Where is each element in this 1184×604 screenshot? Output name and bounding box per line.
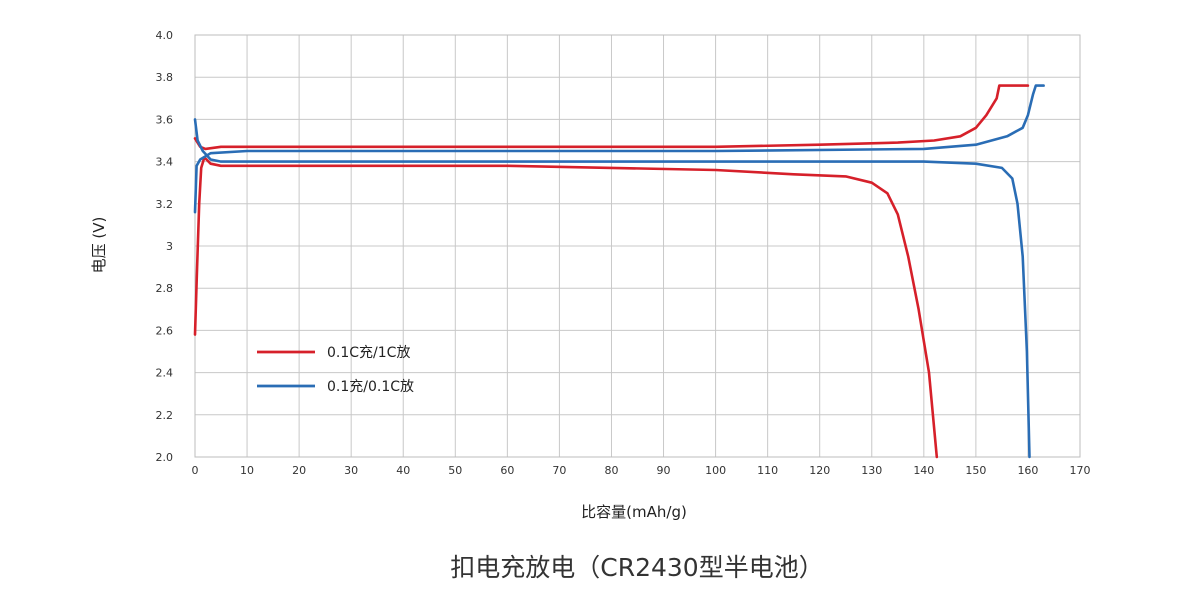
- y-axis-ticks: 2.0 2.2 2.4 2.6 2.8 3 3.2 3.4 3.6 3.8 4.0: [156, 29, 174, 464]
- x-tick-label: 170: [1070, 464, 1091, 477]
- x-tick-label: 0: [192, 464, 199, 477]
- x-tick-label: 60: [500, 464, 514, 477]
- legend-label: 0.1C充/1C放: [327, 345, 410, 361]
- y-tick-label: 2.2: [156, 409, 174, 422]
- x-tick-label: 120: [809, 464, 830, 477]
- y-tick-label: 2.4: [156, 367, 174, 380]
- y-tick-label: 3.4: [156, 156, 174, 169]
- x-tick-label: 10: [240, 464, 254, 477]
- y-tick-label: 2.8: [156, 282, 174, 295]
- series-line-2-curve-2: [193, 118, 1031, 459]
- x-tick-label: 90: [657, 464, 671, 477]
- x-tick-label: 40: [396, 464, 410, 477]
- plot-frame: [194, 34, 1081, 458]
- legend-label: 0.1充/0.1C放: [327, 379, 414, 395]
- series-line-1-curve-2: [193, 156, 939, 459]
- chart-title: 扣电充放电（CR2430型半电池）: [450, 553, 823, 582]
- x-axis-label: 比容量(mAh/g): [581, 503, 687, 521]
- series-line-1-curve-1: [193, 84, 1030, 151]
- grid: [194, 34, 1081, 458]
- x-tick-label: 130: [861, 464, 882, 477]
- series-line-2-curve-1: [193, 84, 1045, 214]
- y-axis-label: 电压 (V): [90, 217, 108, 274]
- x-tick-label: 160: [1017, 464, 1038, 477]
- legend: 0.1C充/1C放 0.1充/0.1C放: [257, 345, 414, 395]
- x-tick-label: 30: [344, 464, 358, 477]
- x-tick-label: 150: [965, 464, 986, 477]
- x-tick-label: 110: [757, 464, 778, 477]
- y-tick-label: 2.6: [156, 324, 174, 337]
- y-tick-label: 2.0: [156, 451, 174, 464]
- x-tick-label: 50: [448, 464, 462, 477]
- x-tick-label: 140: [913, 464, 934, 477]
- x-tick-label: 20: [292, 464, 306, 477]
- y-tick-label: 3.2: [156, 198, 174, 211]
- series-group: [193, 84, 1045, 459]
- y-tick-label: 3.8: [156, 71, 174, 84]
- y-tick-label: 3: [166, 240, 173, 253]
- x-tick-label: 80: [604, 464, 618, 477]
- y-tick-label: 3.6: [156, 113, 174, 126]
- x-tick-label: 100: [705, 464, 726, 477]
- x-tick-label: 70: [552, 464, 566, 477]
- y-tick-label: 4.0: [156, 29, 174, 42]
- x-axis-ticks: 0 10 20 30 40 50 60 70 80 90 100 110 120 130 140 150 160…: [192, 464, 1091, 477]
